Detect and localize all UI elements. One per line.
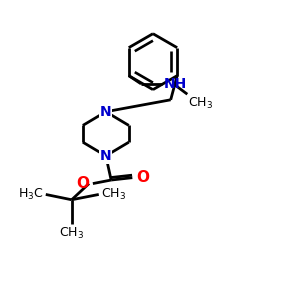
Text: N: N bbox=[100, 105, 112, 119]
Text: CH$_3$: CH$_3$ bbox=[100, 187, 126, 202]
Text: CH$_3$: CH$_3$ bbox=[188, 96, 214, 111]
Text: H$_3$C: H$_3$C bbox=[18, 187, 44, 202]
Text: O: O bbox=[136, 170, 149, 185]
Text: N: N bbox=[100, 149, 112, 163]
Text: O: O bbox=[76, 176, 89, 191]
Text: NH: NH bbox=[164, 77, 187, 91]
Text: CH$_3$: CH$_3$ bbox=[59, 226, 84, 241]
